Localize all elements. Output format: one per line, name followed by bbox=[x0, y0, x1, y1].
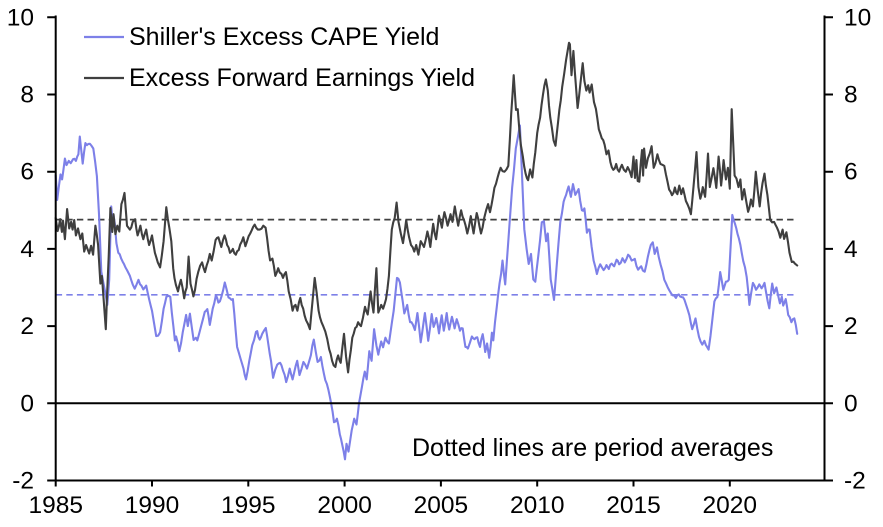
svg-text:2010: 2010 bbox=[510, 492, 565, 519]
svg-text:8: 8 bbox=[20, 82, 34, 109]
svg-text:6: 6 bbox=[844, 159, 858, 186]
svg-text:0: 0 bbox=[844, 390, 858, 417]
svg-text:2020: 2020 bbox=[703, 492, 758, 519]
svg-text:10: 10 bbox=[844, 4, 871, 31]
svg-text:0: 0 bbox=[20, 390, 34, 417]
svg-text:10: 10 bbox=[7, 4, 34, 31]
svg-text:2005: 2005 bbox=[414, 492, 469, 519]
svg-text:Dotted lines are period averag: Dotted lines are period averages bbox=[412, 434, 773, 462]
svg-text:1995: 1995 bbox=[221, 492, 276, 519]
svg-text:-2: -2 bbox=[844, 468, 866, 495]
svg-text:1990: 1990 bbox=[125, 492, 180, 519]
svg-text:2: 2 bbox=[20, 313, 34, 340]
svg-text:2000: 2000 bbox=[317, 492, 372, 519]
svg-text:8: 8 bbox=[844, 82, 858, 109]
svg-text:Shiller's Excess CAPE Yield: Shiller's Excess CAPE Yield bbox=[129, 23, 439, 51]
svg-text:2015: 2015 bbox=[606, 492, 661, 519]
svg-text:-2: -2 bbox=[12, 468, 34, 495]
svg-text:2: 2 bbox=[844, 313, 858, 340]
svg-text:4: 4 bbox=[844, 236, 858, 263]
svg-text:Excess Forward Earnings Yield: Excess Forward Earnings Yield bbox=[129, 64, 475, 92]
svg-text:4: 4 bbox=[20, 236, 34, 263]
svg-text:6: 6 bbox=[20, 159, 34, 186]
svg-text:1985: 1985 bbox=[28, 492, 83, 519]
